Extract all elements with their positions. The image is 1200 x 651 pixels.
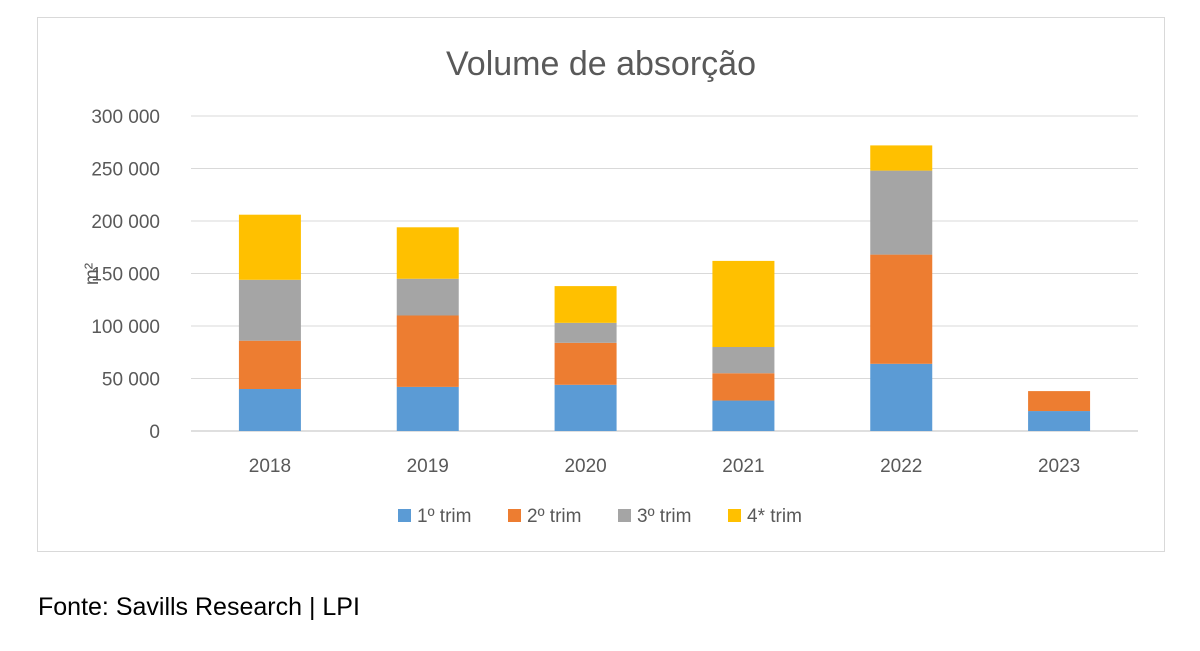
- bar-segment: [712, 347, 775, 374]
- legend-swatch: [508, 509, 521, 522]
- legend-label: 2º trim: [527, 506, 581, 527]
- x-tick-label: 2023: [1038, 456, 1080, 477]
- bar-segment: [870, 363, 933, 431]
- bar-segment: [238, 214, 301, 280]
- bar-segment: [870, 170, 933, 255]
- legend-label: 1º trim: [417, 506, 471, 527]
- legend-label: 4* trim: [747, 506, 802, 527]
- y-axis-label: m²: [82, 263, 103, 285]
- bar-segment: [870, 254, 933, 364]
- bar-segment: [554, 286, 617, 323]
- bar-segment: [554, 322, 617, 343]
- chart-container: Volume de absorção m² 0 50 000 100 000 150 …: [37, 17, 1165, 552]
- y-tick-label: 100 000: [91, 317, 160, 338]
- bar-segment: [396, 227, 459, 279]
- legend-swatch: [398, 509, 411, 522]
- legend-swatch: [618, 509, 631, 522]
- bar-segment: [712, 373, 775, 401]
- bar-segment: [238, 389, 301, 431]
- bar-segment: [554, 342, 617, 385]
- source-note: Fonte: Savills Research | LPI: [38, 593, 360, 621]
- y-tick-label: 300 000: [91, 107, 160, 128]
- y-tick-label: 150 000: [91, 265, 160, 286]
- x-tick-label: 2018: [249, 456, 291, 477]
- bar-segment: [554, 384, 617, 431]
- y-tick-label: 250 000: [91, 160, 160, 181]
- bar-segment: [396, 278, 459, 316]
- legend-swatch: [728, 509, 741, 522]
- bar-segment: [1028, 391, 1091, 412]
- y-tick-label: 200 000: [91, 212, 160, 233]
- y-tick-label: 50 000: [102, 370, 160, 391]
- bar-segment: [238, 340, 301, 389]
- x-tick-label: 2021: [722, 456, 764, 477]
- x-tick-label: 2019: [407, 456, 449, 477]
- bar-segment: [712, 260, 775, 347]
- bar-segment: [238, 279, 301, 341]
- bars: [238, 145, 1091, 431]
- gridlines: [191, 115, 1138, 432]
- chart-title: Volume de absorção: [446, 45, 756, 83]
- x-axis-ticks: 2018 2019 2020 2021 2022 2023: [249, 456, 1080, 477]
- x-tick-label: 2022: [880, 456, 922, 477]
- bar-segment: [396, 315, 459, 387]
- bar-segment: [870, 145, 933, 171]
- bar-segment: [1028, 411, 1091, 431]
- chart-svg: Volume de absorção m² 0 50 000 100 000 150 …: [82, 45, 1138, 527]
- x-tick-label: 2020: [564, 456, 606, 477]
- legend-label: 3º trim: [637, 506, 691, 527]
- bar-segment: [712, 400, 775, 431]
- y-tick-label: 0: [149, 422, 160, 443]
- bar-segment: [396, 386, 459, 431]
- legend: 1º trim 2º trim 3º trim 4* trim: [398, 506, 802, 527]
- y-axis-ticks: 0 50 000 100 000 150 000 200 000 250 000 300 0…: [91, 107, 160, 443]
